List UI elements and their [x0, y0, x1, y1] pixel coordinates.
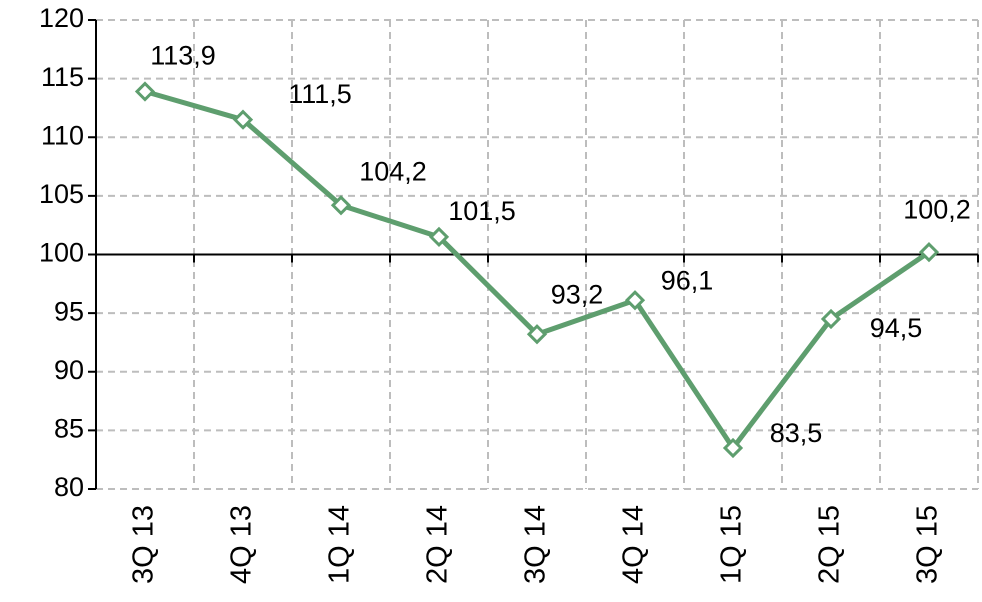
data-label: 101,5 — [448, 196, 516, 226]
x-tick-label: 4Q 13 — [226, 505, 258, 584]
marker — [232, 109, 254, 130]
data-label: 100,2 — [903, 194, 971, 224]
data-label: 113,9 — [150, 41, 216, 71]
x-tick-label: 4Q 14 — [618, 505, 650, 584]
marker — [526, 324, 548, 345]
y-tick-label: 80 — [54, 472, 84, 502]
data-label: 96,1 — [661, 265, 714, 295]
x-tick-label: 1Q 15 — [716, 505, 748, 584]
data-label: 93,2 — [551, 279, 604, 309]
y-tick-label: 120 — [39, 3, 84, 33]
marker — [624, 290, 646, 311]
y-tick-label: 95 — [54, 296, 84, 326]
marker — [820, 308, 842, 330]
data-label: 83,5 — [770, 418, 823, 448]
data-label: 94,5 — [870, 313, 923, 343]
marker — [330, 195, 352, 216]
marker — [134, 81, 156, 102]
data-label: 104,2 — [359, 156, 427, 186]
y-tick-label: 90 — [54, 355, 84, 385]
x-tick-label: 1Q 14 — [324, 505, 356, 584]
marker — [428, 226, 450, 248]
x-tick-label: 3Q 15 — [912, 505, 944, 584]
x-tick-label: 2Q 14 — [422, 505, 454, 584]
y-tick-label: 105 — [39, 179, 84, 209]
y-tick-label: 110 — [41, 120, 84, 150]
marker — [722, 437, 744, 459]
y-tick-label: 115 — [41, 62, 84, 92]
data-label: 111,5 — [288, 79, 352, 109]
y-tick-label: 100 — [39, 238, 84, 268]
x-tick-label: 3Q 14 — [520, 505, 552, 584]
marker — [918, 242, 940, 263]
line — [144, 89, 931, 451]
x-tick-label: 2Q 15 — [814, 505, 846, 584]
x-tick-label: 3Q 13 — [128, 505, 160, 584]
y-tick-label: 85 — [54, 414, 84, 444]
